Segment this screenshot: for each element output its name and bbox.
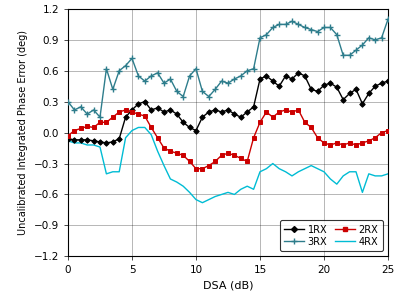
Legend: 1RX, 3RX, 2RX, 4RX: 1RX, 3RX, 2RX, 4RX	[280, 220, 383, 252]
Y-axis label: Uncalibrated Integrated Phase Error (deg): Uncalibrated Integrated Phase Error (deg…	[18, 30, 28, 235]
X-axis label: DSA (dB): DSA (dB)	[203, 281, 253, 291]
